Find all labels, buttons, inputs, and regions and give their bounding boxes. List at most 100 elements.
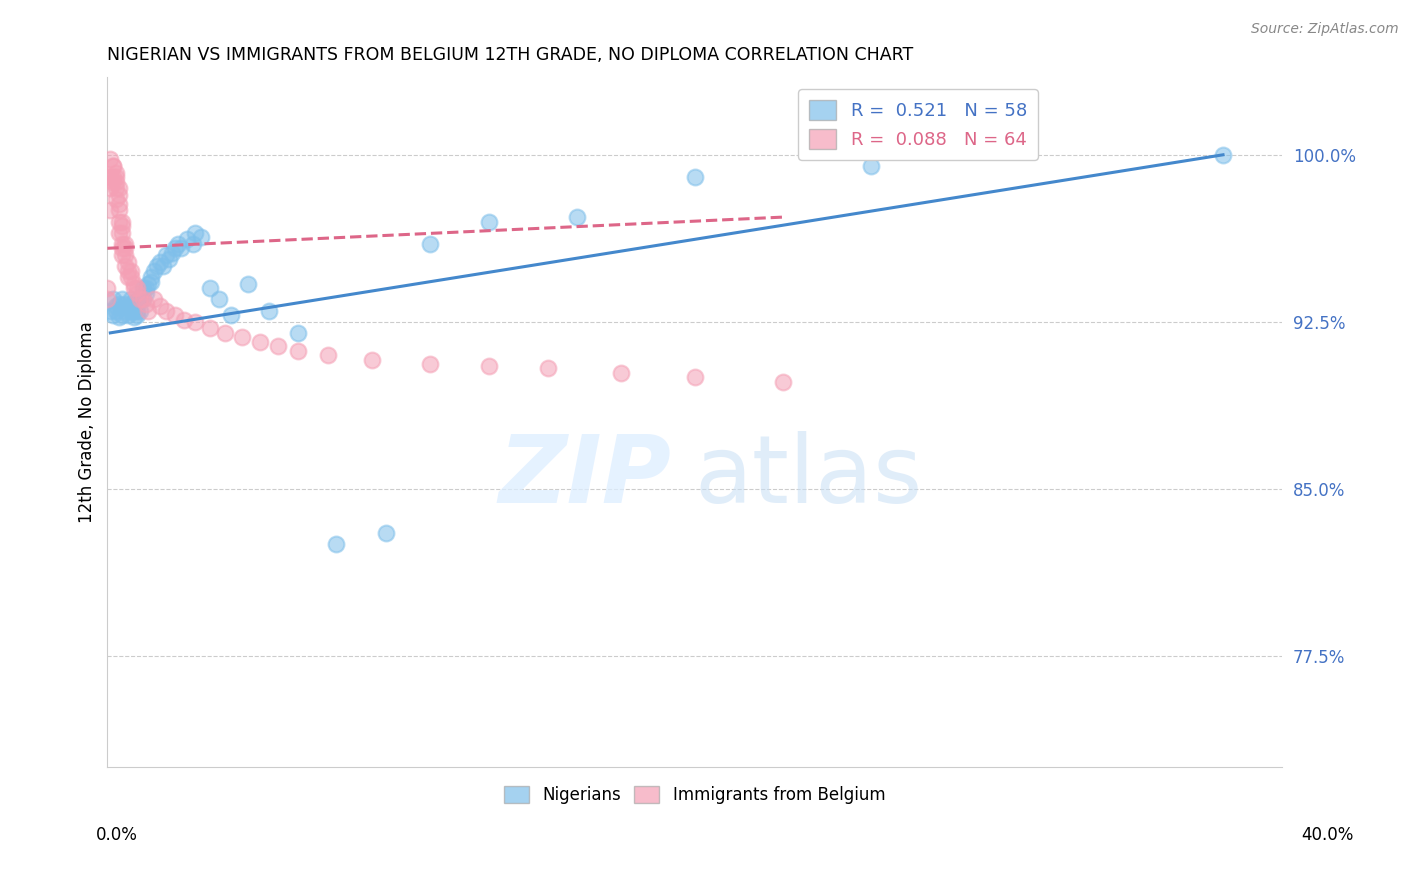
Point (105, 192, 128, 206)
Point (610, 366, 633, 380)
Point (1212, 148, 1234, 162)
Point (117, 308, 139, 322)
Y-axis label: 12th Grade, No Diploma: 12th Grade, No Diploma (79, 321, 96, 523)
Point (231, 330, 253, 344)
Point (143, 263, 166, 277)
Point (114, 236, 136, 251)
Text: Source: ZipAtlas.com: Source: ZipAtlas.com (1251, 22, 1399, 37)
Point (108, 187, 131, 202)
Point (128, 303, 150, 318)
Point (120, 293, 142, 307)
Point (141, 270, 163, 285)
Point (114, 297, 136, 311)
Point (184, 315, 207, 329)
Point (176, 232, 198, 246)
Text: ZIP: ZIP (498, 431, 671, 523)
Point (478, 359, 501, 374)
Point (219, 308, 242, 322)
Point (181, 236, 204, 251)
Point (152, 259, 174, 273)
Point (111, 226, 134, 240)
Point (316, 348, 339, 362)
Point (103, 308, 125, 322)
Point (114, 241, 136, 255)
Point (163, 241, 186, 255)
Point (149, 299, 172, 313)
Point (131, 281, 153, 295)
Point (125, 303, 148, 318)
Point (108, 214, 131, 228)
Point (173, 312, 195, 326)
Point (266, 339, 288, 353)
Point (198, 321, 221, 335)
Point (103, 169, 125, 184)
Point (105, 303, 128, 318)
Point (125, 281, 148, 295)
Point (125, 308, 148, 322)
Point (117, 263, 139, 277)
Point (114, 248, 136, 262)
Point (135, 285, 157, 300)
Point (108, 226, 131, 240)
Point (111, 308, 134, 322)
Point (166, 236, 188, 251)
Text: atlas: atlas (695, 431, 922, 523)
Point (143, 293, 166, 307)
Point (208, 293, 231, 307)
Point (128, 293, 150, 307)
Point (859, 159, 882, 173)
Point (184, 226, 207, 240)
Point (98, 303, 121, 318)
Point (117, 254, 139, 268)
Point (98, 181, 121, 195)
Point (117, 270, 139, 285)
Text: 0.0%: 0.0% (96, 826, 138, 844)
Point (122, 310, 145, 325)
Point (155, 248, 177, 262)
Point (138, 277, 160, 291)
Point (105, 174, 128, 188)
Point (122, 294, 145, 309)
Point (138, 303, 160, 318)
Point (111, 219, 134, 233)
Legend: Nigerians, Immigrants from Belgium: Nigerians, Immigrants from Belgium (498, 779, 891, 810)
Point (683, 169, 706, 184)
Point (128, 293, 150, 307)
Point (120, 303, 142, 318)
Point (111, 248, 134, 262)
Point (257, 303, 280, 318)
Point (325, 537, 347, 551)
Point (419, 236, 441, 251)
Point (375, 526, 398, 541)
Point (120, 263, 142, 277)
Point (360, 352, 382, 367)
Point (683, 370, 706, 384)
Point (111, 236, 134, 251)
Point (772, 375, 794, 389)
Point (125, 285, 148, 300)
Point (108, 196, 131, 211)
Point (537, 361, 560, 376)
Point (249, 334, 271, 349)
Point (103, 159, 125, 173)
Point (122, 277, 145, 291)
Point (125, 297, 148, 311)
Point (122, 303, 145, 318)
Text: NIGERIAN VS IMMIGRANTS FROM BELGIUM 12TH GRADE, NO DIPLOMA CORRELATION CHART: NIGERIAN VS IMMIGRANTS FROM BELGIUM 12TH… (107, 46, 914, 64)
Point (98, 153, 121, 167)
Point (155, 303, 177, 318)
Point (131, 293, 153, 307)
Point (170, 241, 193, 255)
Point (157, 252, 180, 267)
Point (141, 275, 163, 289)
Point (98, 203, 121, 218)
Point (111, 214, 134, 228)
Point (108, 181, 131, 195)
Point (111, 293, 134, 307)
Point (122, 281, 145, 295)
Point (131, 293, 153, 307)
Point (105, 299, 128, 313)
Point (108, 310, 131, 325)
Point (105, 181, 128, 195)
Point (149, 254, 172, 268)
